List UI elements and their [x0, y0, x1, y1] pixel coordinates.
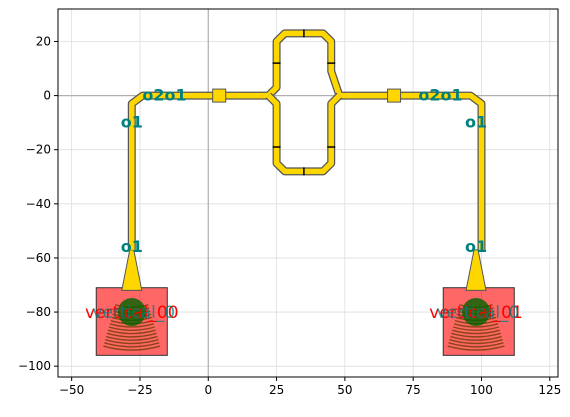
x-tick-label: 50 — [337, 383, 352, 397]
port-label: o1 — [121, 237, 143, 256]
port-label: o2o1 — [418, 86, 462, 105]
y-tick-label: −40 — [26, 197, 51, 211]
splitter-block — [213, 89, 226, 102]
y-tick-label: −80 — [26, 305, 51, 319]
waveguide-main — [132, 33, 482, 249]
coupler-overlay-label: vertical_0 — [437, 303, 520, 323]
x-tick-label: −25 — [127, 383, 152, 397]
x-tick-label: 75 — [406, 383, 421, 397]
port-label: o1 — [465, 113, 487, 132]
port-label: o2o1 — [142, 86, 186, 105]
x-tick-label: 25 — [269, 383, 284, 397]
port-label: o1 — [121, 113, 143, 132]
y-tick-label: 0 — [43, 89, 51, 103]
y-tick-label: 20 — [36, 34, 51, 48]
waveguide-main-edge — [132, 33, 482, 249]
y-tick-label: −60 — [26, 251, 51, 265]
x-tick-label: −50 — [59, 383, 84, 397]
y-tick-label: −100 — [18, 359, 51, 373]
y-tick-label: −20 — [26, 143, 51, 157]
coupler-overlay-label: vertical_0 — [92, 303, 175, 323]
waveguide-lower-arm — [268, 96, 339, 172]
x-tick-label: 125 — [538, 383, 561, 397]
splitter-block — [388, 89, 401, 102]
x-tick-label: 0 — [204, 383, 212, 397]
x-tick-label: 100 — [470, 383, 493, 397]
port-label: o1 — [465, 237, 487, 256]
